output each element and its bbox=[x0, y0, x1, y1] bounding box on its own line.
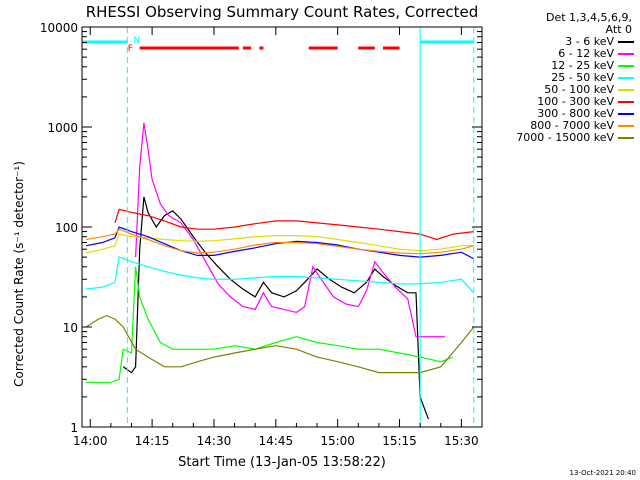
legend-item: 300 - 800 keV bbox=[480, 108, 636, 120]
y-tick-label: 10 bbox=[63, 321, 78, 335]
series-3-6-kev-line bbox=[122, 196, 429, 420]
legend-item-label: 25 - 50 keV bbox=[551, 71, 614, 84]
legend-swatch bbox=[618, 65, 634, 67]
x-tick-label: 15:00 bbox=[320, 434, 355, 448]
series-50-100-kev-line bbox=[85, 233, 474, 254]
legend-item: 7000 - 15000 keV bbox=[480, 132, 636, 144]
legend-header-line-1: Det 1,3,4,5,6,9, bbox=[545, 11, 632, 24]
x-tick-label: 14:15 bbox=[135, 434, 170, 448]
legend: Det 1,3,4,5,6,9, Att 0 3 - 6 keV 6 - 12 k… bbox=[480, 12, 636, 144]
legend-item-label: 6 - 12 keV bbox=[558, 47, 614, 60]
x-tick-label: 14:00 bbox=[73, 434, 108, 448]
x-tick-label: 15:30 bbox=[444, 434, 479, 448]
chart-title: RHESSI Observing Summary Count Rates, Co… bbox=[86, 3, 479, 21]
y-axis: 1 10 100 1000 10000 bbox=[40, 21, 482, 435]
legend-swatch bbox=[618, 89, 634, 91]
x-axis-label: Start Time (13-Jan-05 13:58:22) bbox=[178, 455, 386, 470]
generation-timestamp: 13-Oct-2021 20:40 bbox=[569, 469, 636, 477]
legend-item: 12 - 25 keV bbox=[480, 60, 636, 72]
legend-item-label: 300 - 800 keV bbox=[537, 107, 614, 120]
legend-item-label: 3 - 6 keV bbox=[565, 35, 614, 48]
x-tick-label: 14:45 bbox=[259, 434, 294, 448]
legend-swatch bbox=[618, 125, 634, 127]
legend-header-line-2: Att 0 bbox=[605, 23, 632, 36]
legend-swatch bbox=[618, 137, 634, 139]
legend-item-label: 100 - 300 keV bbox=[537, 95, 614, 108]
y-tick-label: 100 bbox=[55, 221, 78, 235]
night-flag-label: N bbox=[133, 36, 140, 46]
legend-item: 800 - 7000 keV bbox=[480, 120, 636, 132]
x-axis: 14:00 14:15 14:30 14:45 15:00 15:15 15:30 bbox=[73, 27, 483, 448]
legend-swatch bbox=[618, 53, 634, 55]
series-25-50-kev-line bbox=[86, 256, 475, 294]
legend-item-label: 800 - 7000 keV bbox=[530, 119, 614, 132]
series-12-25-kev-line bbox=[86, 266, 454, 383]
series-100-300-kev-line bbox=[114, 208, 474, 241]
legend-item: 3 - 6 keV bbox=[480, 36, 636, 48]
series-7000-15000-kev-line bbox=[85, 314, 475, 374]
legend-item: 100 - 300 keV bbox=[480, 96, 636, 108]
y-tick-label: 1 bbox=[70, 421, 78, 435]
legend-item-label: 7000 - 15000 keV bbox=[516, 131, 614, 144]
legend-swatch bbox=[618, 77, 634, 79]
legend-item: 25 - 50 keV bbox=[480, 72, 636, 84]
legend-item-label: 12 - 25 keV bbox=[551, 59, 614, 72]
series-layer bbox=[85, 122, 475, 420]
legend-item: 6 - 12 keV bbox=[480, 48, 636, 60]
x-tick-label: 14:30 bbox=[197, 434, 232, 448]
legend-item: 50 - 100 keV bbox=[480, 84, 636, 96]
flag-layer: NF bbox=[82, 27, 475, 427]
y-tick-label: 10000 bbox=[40, 21, 78, 35]
legend-swatch bbox=[618, 41, 634, 43]
legend-item-label: 50 - 100 keV bbox=[544, 83, 614, 96]
y-tick-label: 1000 bbox=[47, 121, 78, 135]
legend-swatch bbox=[618, 101, 634, 103]
series-6-12-kev-line bbox=[135, 122, 445, 338]
flare-flag-label: F bbox=[128, 44, 133, 54]
y-axis-label: Corrected Count Rate (s⁻¹ detector⁻¹) bbox=[12, 161, 26, 387]
legend-swatch bbox=[618, 113, 634, 115]
x-tick-label: 15:15 bbox=[382, 434, 417, 448]
